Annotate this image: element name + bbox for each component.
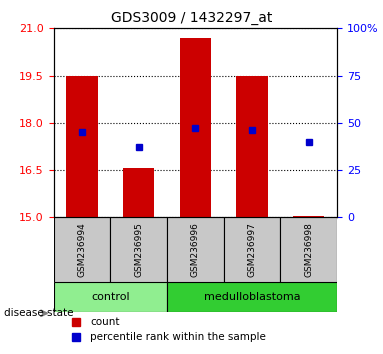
Text: control: control (91, 292, 129, 302)
Text: GSM236997: GSM236997 (247, 222, 257, 277)
Text: percentile rank within the sample: percentile rank within the sample (90, 332, 266, 342)
Bar (180, 38, 211, 217)
FancyBboxPatch shape (54, 282, 167, 312)
Bar (293, 216, 324, 217)
FancyBboxPatch shape (280, 217, 337, 282)
Bar (236, 75, 268, 217)
FancyBboxPatch shape (167, 217, 224, 282)
FancyBboxPatch shape (110, 217, 167, 282)
Text: GDS3009 / 1432297_at: GDS3009 / 1432297_at (111, 11, 272, 25)
Text: GSM236996: GSM236996 (191, 222, 200, 277)
Text: GSM236998: GSM236998 (304, 222, 313, 277)
Text: disease state: disease state (4, 308, 73, 318)
Text: GSM236994: GSM236994 (77, 222, 87, 277)
FancyBboxPatch shape (167, 282, 337, 312)
FancyBboxPatch shape (54, 217, 110, 282)
Bar (123, 169, 154, 217)
FancyBboxPatch shape (224, 217, 280, 282)
Bar (66, 75, 98, 217)
Text: count: count (90, 316, 120, 327)
Text: medulloblastoma: medulloblastoma (204, 292, 300, 302)
Text: GSM236995: GSM236995 (134, 222, 143, 277)
